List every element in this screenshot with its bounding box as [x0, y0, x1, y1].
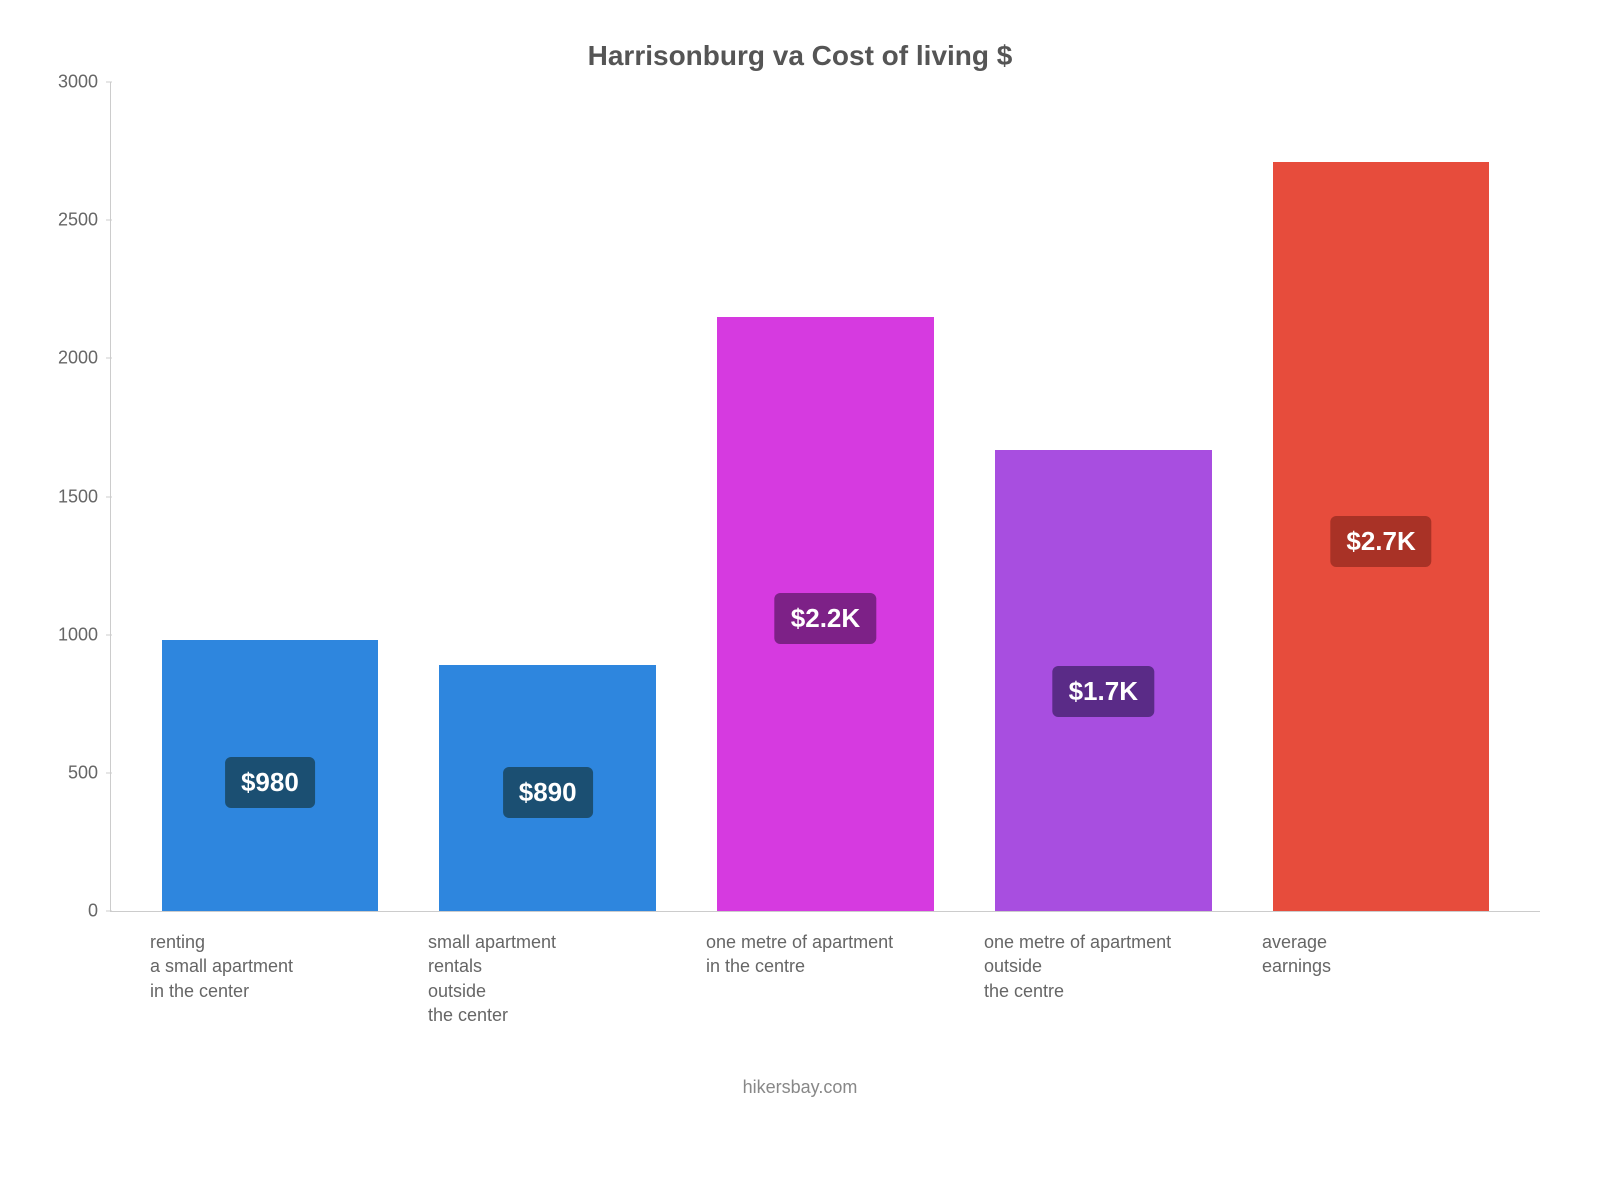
bar-slot: $890 — [409, 82, 687, 911]
x-axis-category-label: one metre of apartment outside the centr… — [964, 930, 1202, 1003]
y-tick: 500 — [68, 762, 106, 783]
x-label-slot: average earnings — [1242, 930, 1520, 1027]
bar-value-badge: $890 — [503, 767, 593, 818]
bar-value-badge: $2.2K — [775, 593, 876, 644]
y-tick-mark — [106, 358, 112, 359]
x-axis-category-label: one metre of apartment in the centre — [686, 930, 924, 979]
x-label-slot: small apartment rentals outside the cent… — [408, 930, 686, 1027]
x-label-slot: one metre of apartment in the centre — [686, 930, 964, 1027]
y-tick-mark — [106, 772, 112, 773]
y-tick-label: 500 — [68, 762, 106, 783]
bar-slot: $2.2K — [687, 82, 965, 911]
bar-value-badge: $1.7K — [1053, 666, 1154, 717]
x-axis-labels: renting a small apartment in the center s… — [110, 930, 1540, 1027]
y-tick: 2000 — [58, 348, 106, 369]
bar: $980 — [162, 640, 379, 911]
attribution-text: hikersbay.com — [60, 1077, 1540, 1098]
bar: $1.7K — [995, 450, 1212, 911]
y-tick: 3000 — [58, 72, 106, 93]
chart-container: Harrisonburg va Cost of living $ 0 500 100… — [0, 0, 1600, 1200]
bar-value-badge: $980 — [225, 757, 315, 808]
x-axis-category-label: average earnings — [1242, 930, 1480, 979]
y-tick-label: 1000 — [58, 624, 106, 645]
bar: $890 — [439, 665, 656, 911]
y-tick-mark — [106, 220, 112, 221]
bar-value-badge: $2.7K — [1330, 516, 1431, 567]
y-tick: 2500 — [58, 210, 106, 231]
bar: $2.7K — [1273, 162, 1490, 911]
y-tick-label: 1500 — [58, 486, 106, 507]
y-tick-mark — [106, 496, 112, 497]
x-label-slot: renting a small apartment in the center — [130, 930, 408, 1027]
bar-slot: $1.7K — [964, 82, 1242, 911]
y-tick-label: 3000 — [58, 72, 106, 93]
y-tick: 1500 — [58, 486, 106, 507]
chart-title: Harrisonburg va Cost of living $ — [60, 40, 1540, 72]
y-tick: 0 — [88, 901, 106, 922]
y-axis: 050010001500200025003000 — [61, 82, 106, 911]
bar: $2.2K — [717, 317, 934, 911]
bar-slot: $2.7K — [1242, 82, 1520, 911]
y-tick-label: 2000 — [58, 348, 106, 369]
y-tick-mark — [106, 911, 112, 912]
y-tick-label: 0 — [88, 901, 106, 922]
plot-region: 050010001500200025003000 $980$890$2.2K$1… — [110, 82, 1540, 912]
y-tick-mark — [106, 634, 112, 635]
x-axis-category-label: renting a small apartment in the center — [130, 930, 368, 1003]
y-tick: 1000 — [58, 624, 106, 645]
x-axis-category-label: small apartment rentals outside the cent… — [408, 930, 646, 1027]
y-tick-label: 2500 — [58, 210, 106, 231]
x-label-slot: one metre of apartment outside the centr… — [964, 930, 1242, 1027]
bar-slot: $980 — [131, 82, 409, 911]
y-tick-mark — [106, 82, 112, 83]
bars-area: $980 $890 $2.2K $1.7K $2.7K — [111, 82, 1540, 911]
